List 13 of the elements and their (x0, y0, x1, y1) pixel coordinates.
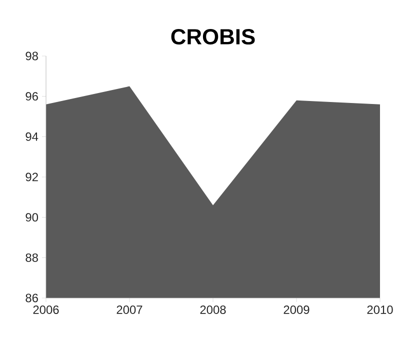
y-tick-label: 94 (26, 132, 38, 141)
x-tick-label: 2006 (33, 306, 59, 314)
x-tick-label: 2007 (116, 306, 142, 314)
y-tick-label: 90 (26, 213, 38, 222)
y-tick-label: 88 (26, 253, 38, 262)
y-tick-label: 96 (26, 92, 38, 101)
x-tick-label: 2010 (367, 306, 393, 314)
x-tick-label: 2008 (200, 306, 226, 314)
y-tick-label: 86 (26, 294, 38, 302)
y-tick-label: 98 (26, 52, 38, 60)
y-tick-label: 92 (26, 172, 38, 182)
x-tick-label: 2009 (284, 306, 310, 314)
chart-title: CROBIS (171, 28, 255, 45)
